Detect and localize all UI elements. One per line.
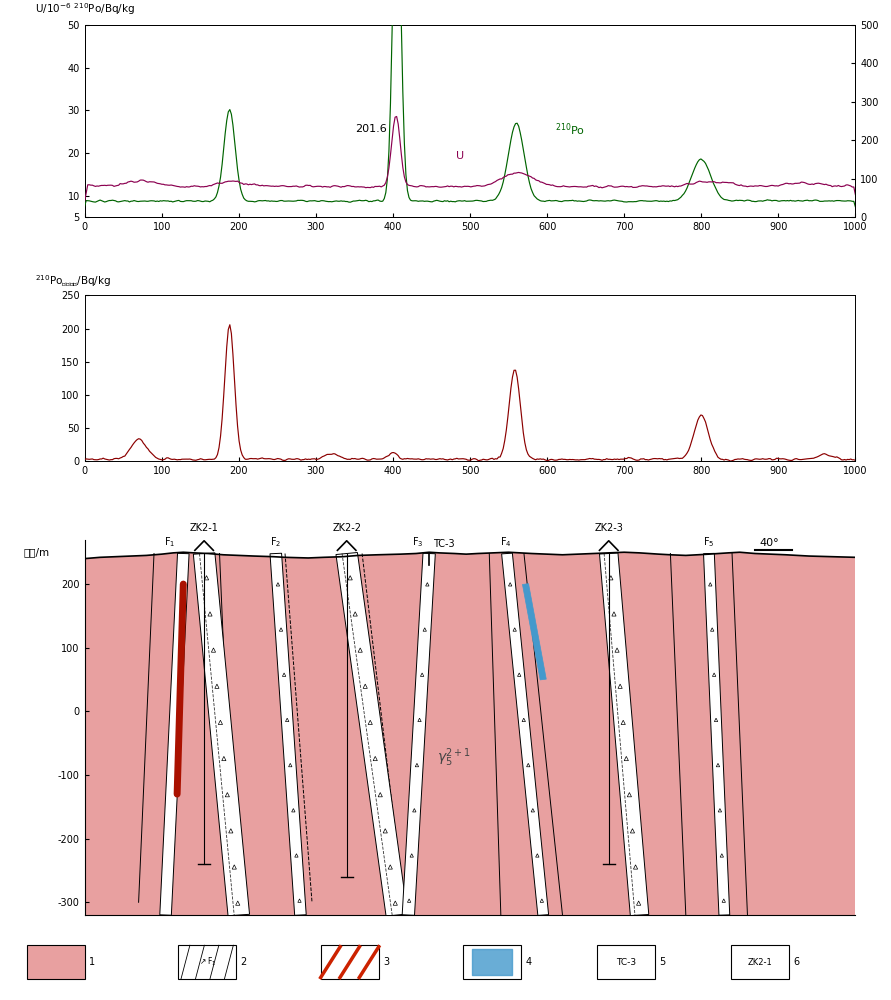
Text: ZK2-1: ZK2-1 (748, 958, 772, 967)
Text: U/10$^{-6}$ $^{210}$Po/Bq/kg: U/10$^{-6}$ $^{210}$Po/Bq/kg (35, 2, 135, 17)
Polygon shape (704, 553, 730, 915)
Text: 3: 3 (383, 957, 389, 967)
Polygon shape (270, 553, 307, 915)
Text: ZK2-3: ZK2-3 (594, 523, 623, 533)
Text: ZK2-1: ZK2-1 (190, 523, 218, 533)
Text: 1: 1 (89, 957, 95, 967)
Polygon shape (336, 552, 407, 916)
Text: F$_{2}$: F$_{2}$ (270, 535, 282, 549)
FancyBboxPatch shape (27, 945, 85, 979)
Text: 201.6: 201.6 (356, 124, 388, 134)
Polygon shape (502, 553, 549, 915)
Polygon shape (159, 553, 189, 915)
Text: $\nearrow$F$_1$: $\nearrow$F$_1$ (198, 956, 217, 968)
Text: 40°: 40° (759, 538, 779, 548)
Text: $\gamma_5^{2+1}$: $\gamma_5^{2+1}$ (45, 955, 67, 970)
Text: F$_{4}$: F$_{4}$ (500, 535, 511, 549)
Text: F$_{5}$: F$_{5}$ (703, 535, 715, 549)
Text: TC-3: TC-3 (433, 539, 454, 549)
Text: TC-3: TC-3 (616, 958, 636, 967)
FancyBboxPatch shape (178, 945, 236, 979)
Text: 6: 6 (793, 957, 799, 967)
Text: $\gamma_5^{2+1}$: $\gamma_5^{2+1}$ (437, 747, 471, 769)
FancyBboxPatch shape (731, 945, 789, 979)
Polygon shape (193, 553, 249, 916)
FancyBboxPatch shape (321, 945, 379, 979)
Text: 标高/m: 标高/m (24, 547, 50, 557)
Text: $^{210}$Po: $^{210}$Po (555, 121, 585, 138)
FancyBboxPatch shape (463, 945, 521, 979)
Text: U: U (456, 151, 464, 161)
Text: F$_{1}$: F$_{1}$ (164, 535, 176, 549)
Text: 4: 4 (526, 957, 532, 967)
Text: 5: 5 (659, 957, 666, 967)
FancyBboxPatch shape (597, 945, 655, 979)
Polygon shape (402, 553, 436, 915)
Polygon shape (85, 540, 855, 559)
Polygon shape (600, 553, 649, 916)
Text: $^{210}$Po$_{剩余贡献}$/Bq/kg: $^{210}$Po$_{剩余贡献}$/Bq/kg (35, 273, 110, 289)
Polygon shape (522, 584, 546, 680)
Text: F$_{3}$: F$_{3}$ (412, 535, 423, 549)
Text: ZK2-2: ZK2-2 (332, 523, 361, 533)
Text: 2: 2 (241, 957, 247, 967)
